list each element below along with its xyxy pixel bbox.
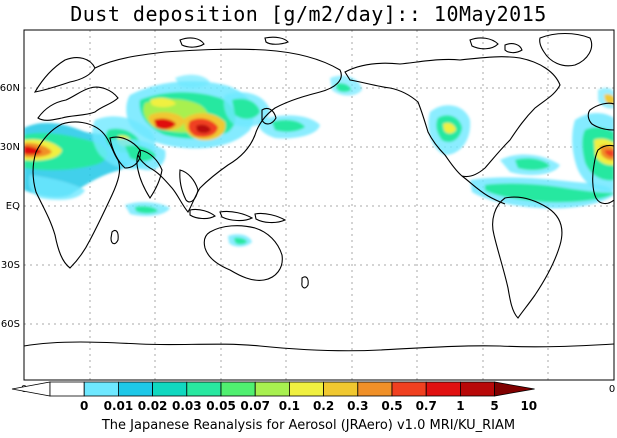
colorbar-tick-label: 0.03 (172, 399, 202, 413)
colorbar-tick-label: 5 (490, 399, 498, 413)
colorbar-swatch (288, 381, 324, 397)
colorbar-tick-label: 0.1 (279, 399, 300, 413)
colorbar-swatch (357, 381, 393, 397)
colorbar-left-arrow (11, 381, 51, 397)
colorbar-tick-label: 10 (520, 399, 537, 413)
colorbar-tick-label: 0.05 (206, 399, 236, 413)
colorbar-swatch (83, 381, 119, 397)
colorbar-swatch (254, 381, 290, 397)
colorbar-tick-label: 0.3 (347, 399, 368, 413)
colorbar-tick-label: 0 (80, 399, 88, 413)
colorbar-swatch (425, 381, 461, 397)
lat-label-30s: 30S (1, 260, 20, 271)
colorbar-tick-label: 0.7 (416, 399, 437, 413)
colorbar-tick-label: 0.07 (240, 399, 270, 413)
lon-label-right: 0 (609, 384, 615, 395)
map-frame (23, 29, 615, 381)
colorbar-tick-label: 0.01 (104, 399, 134, 413)
map-title: Dust deposition [g/m2/day]:: 10May2015 (70, 2, 547, 26)
colorbar-swatch (49, 381, 85, 397)
colorbar-swatch (323, 381, 359, 397)
colorbar-tick-label: 0.5 (381, 399, 402, 413)
lat-label-60n: 60N (0, 83, 20, 94)
colorbar-right-arrow (494, 381, 535, 397)
colorbar-swatch (186, 381, 222, 397)
lat-label-60s: 60S (1, 319, 20, 330)
lat-label-30n: 30N (0, 142, 20, 153)
coastlines (24, 32, 614, 352)
colorbar-tick-label: 0.2 (313, 399, 334, 413)
colorbar-swatch (118, 381, 154, 397)
dust-field (24, 74, 614, 247)
colorbar-tick-label: 0.02 (138, 399, 168, 413)
lat-label-eq: EQ (6, 201, 20, 212)
colorbar-swatch (152, 381, 188, 397)
colorbar-swatch (220, 381, 256, 397)
colorbar-tick-label: 1 (456, 399, 464, 413)
latitude-labels: 60N 30N EQ 30S 60S (0, 83, 20, 330)
colorbar-swatch (391, 381, 427, 397)
colorbar-swatch (459, 381, 495, 397)
footer-credit: The Japanese Reanalysis for Aerosol (JRA… (101, 418, 516, 433)
colorbar: 0 0.01 0.02 0.03 0.05 0.07 0.1 0.2 0.3 0.5 0.7 1 5 10 (11, 381, 537, 413)
